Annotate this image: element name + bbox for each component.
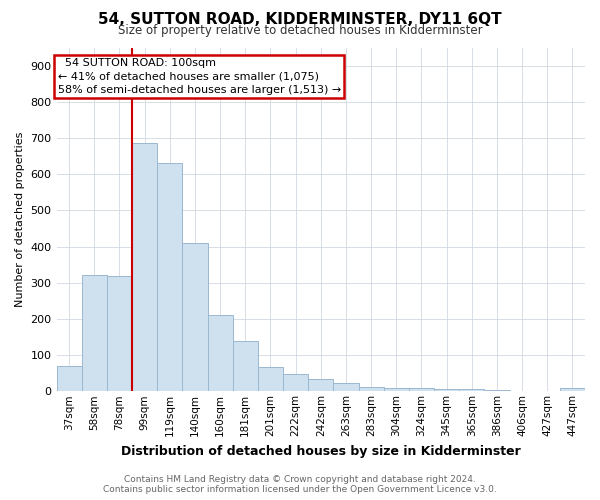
Bar — [383, 388, 409, 392]
Bar — [308, 380, 334, 392]
Bar — [359, 387, 383, 392]
Bar — [283, 374, 308, 392]
Bar — [560, 388, 585, 392]
Bar — [208, 316, 233, 392]
Text: Contains HM Land Registry data © Crown copyright and database right 2024.
Contai: Contains HM Land Registry data © Crown c… — [103, 474, 497, 494]
Bar — [233, 342, 258, 392]
Bar — [82, 276, 107, 392]
Text: 54 SUTTON ROAD: 100sqm
← 41% of detached houses are smaller (1,075)
58% of semi-: 54 SUTTON ROAD: 100sqm ← 41% of detached… — [58, 58, 341, 95]
Bar — [434, 390, 459, 392]
Bar — [258, 366, 283, 392]
Bar — [409, 388, 434, 392]
Text: Size of property relative to detached houses in Kidderminster: Size of property relative to detached ho… — [118, 24, 482, 37]
Text: 54, SUTTON ROAD, KIDDERMINSTER, DY11 6QT: 54, SUTTON ROAD, KIDDERMINSTER, DY11 6QT — [98, 12, 502, 28]
Bar — [509, 390, 535, 392]
X-axis label: Distribution of detached houses by size in Kidderminster: Distribution of detached houses by size … — [121, 444, 521, 458]
Bar — [182, 243, 208, 392]
Y-axis label: Number of detached properties: Number of detached properties — [15, 132, 25, 307]
Bar — [459, 390, 484, 392]
Bar — [484, 390, 509, 392]
Bar — [56, 366, 82, 392]
Bar — [107, 276, 132, 392]
Bar — [535, 390, 560, 392]
Bar — [132, 144, 157, 392]
Bar — [334, 384, 359, 392]
Bar — [157, 164, 182, 392]
